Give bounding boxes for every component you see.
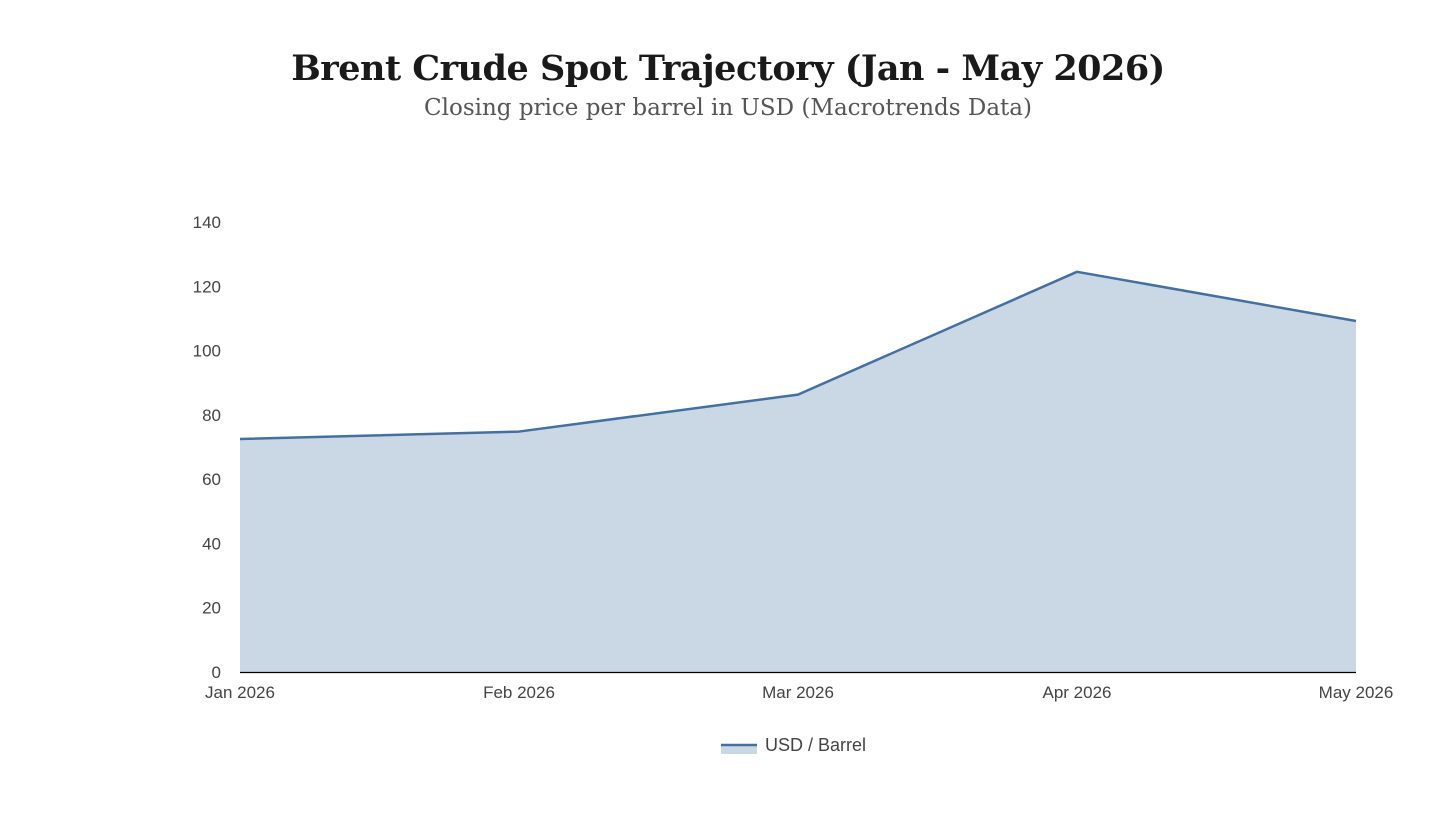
y-tick-label: 40 — [202, 534, 221, 553]
x-tick-label: May 2026 — [1319, 683, 1394, 702]
x-tick-label: Apr 2026 — [1043, 683, 1112, 702]
chart-subtitle: Closing price per barrel in USD (Macrotr… — [424, 95, 1032, 121]
x-tick-label: Mar 2026 — [762, 683, 834, 702]
x-tick-label: Feb 2026 — [483, 683, 555, 702]
x-axis: Jan 2026 Feb 2026 Mar 2026 Apr 2026 May 2026 — [205, 671, 1394, 702]
y-axis: 0 20 40 60 80 100 120 140 — [193, 213, 221, 682]
y-tick-label: 120 — [193, 277, 221, 296]
y-tick-label: 100 — [193, 342, 221, 361]
y-tick-label: 60 — [202, 470, 221, 489]
legend-label: USD / Barrel — [765, 735, 866, 755]
y-tick-label: 80 — [202, 406, 221, 425]
legend: USD / Barrel — [721, 735, 866, 755]
legend-swatch-fill — [721, 745, 757, 754]
y-tick-label: 0 — [212, 663, 221, 682]
y-tick-label: 140 — [193, 213, 221, 232]
y-tick-label: 20 — [202, 599, 221, 618]
x-tick-label: Jan 2026 — [205, 683, 275, 702]
plot-area — [239, 270, 1357, 672]
chart-title: Brent Crude Spot Trajectory (Jan - May 2… — [291, 48, 1165, 89]
series-area-fill — [240, 271, 1356, 672]
